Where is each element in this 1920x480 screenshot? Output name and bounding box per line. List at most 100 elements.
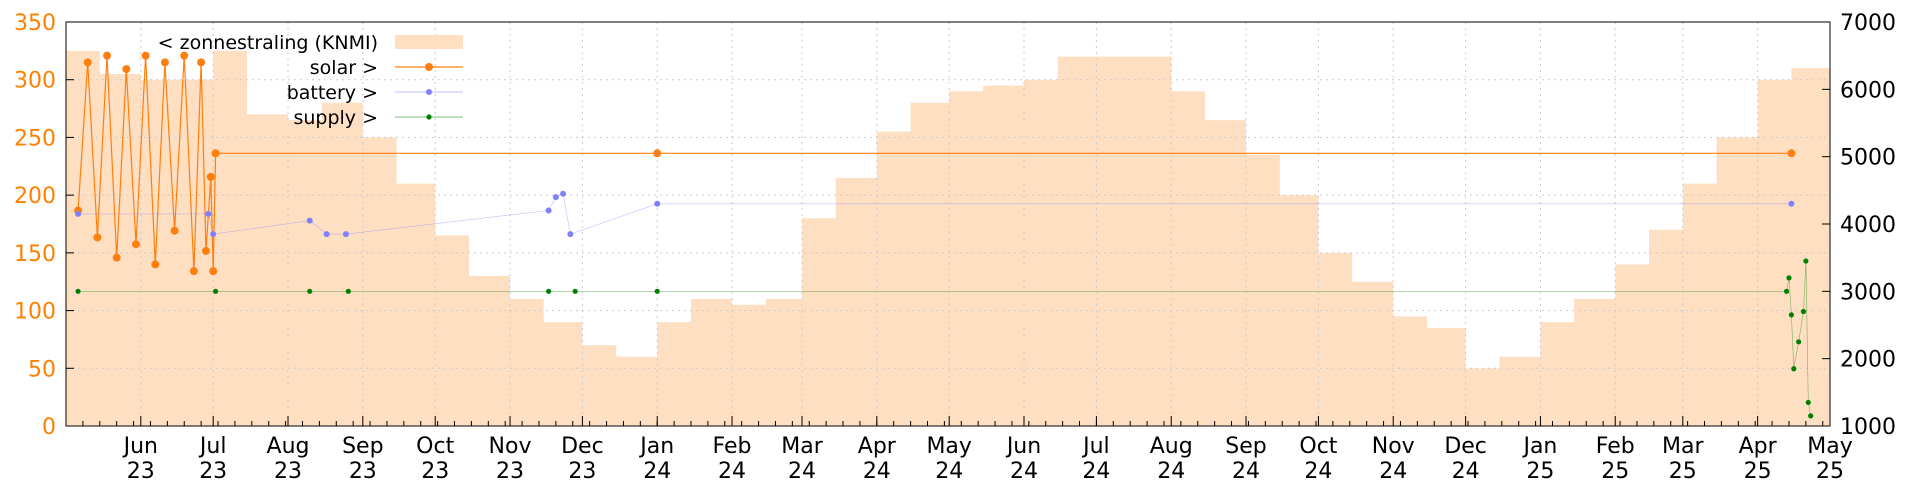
battery-point (210, 231, 217, 238)
y-tick-label-left: 350 (14, 11, 56, 36)
x-tick-label-month: Mar (781, 434, 823, 459)
x-tick-label-year: 24 (788, 459, 816, 480)
y-tick-label-right: 1000 (1840, 415, 1896, 440)
x-tick-label-year: 23 (127, 459, 155, 480)
x-tick-label-year: 23 (349, 459, 377, 480)
battery-point (654, 200, 661, 207)
solar-line (77, 55, 1792, 272)
solar-point (170, 226, 179, 235)
x-tick-label-year: 24 (1082, 459, 1110, 480)
solar-point (160, 58, 169, 67)
solar-point (122, 65, 131, 74)
legend: < zonnestraling (KNMI) solar > battery > su… (158, 32, 463, 129)
x-tick-label-year: 24 (1232, 459, 1260, 480)
x-tick-label-month: Feb (1596, 434, 1635, 459)
sunshine-area (66, 39, 1830, 427)
supply-point (572, 288, 578, 294)
x-tick-label-year: 24 (1010, 459, 1038, 480)
solar-point (653, 149, 662, 158)
x-tick-label-month: Dec (1444, 434, 1487, 459)
supply-point (1800, 308, 1807, 315)
x-tick-label-year: 24 (863, 459, 891, 480)
y-tick-label-left: 300 (14, 69, 56, 94)
battery-point (1788, 200, 1795, 207)
axes-layer: 0 50 100 150 200 250 300 350 1000 2000 3000 4000 500… (14, 11, 1896, 480)
x-tick-label-year: 24 (643, 459, 671, 480)
x-tick-label-month: Mar (1662, 434, 1704, 459)
x-tick-label-month: May (1807, 434, 1852, 459)
x-tick-label-month: Jan (1521, 434, 1557, 459)
x-tick-label-year: 24 (1157, 459, 1185, 480)
legend-label: solar > (310, 57, 378, 79)
x-tick-label-month: Sep (1225, 434, 1266, 459)
solar-point (93, 233, 102, 242)
battery-point (75, 210, 82, 217)
solar-point (103, 51, 112, 60)
battery-point (342, 231, 349, 238)
supply-point (345, 288, 351, 294)
solar-point (209, 267, 218, 276)
x-tick-label-year: 25 (1744, 459, 1772, 480)
x-tick-label-year: 24 (1304, 459, 1332, 480)
x-tick-label-month: Oct (416, 434, 454, 459)
x-tick-label-year: 24 (718, 459, 746, 480)
y-tick-label-left: 150 (14, 242, 56, 267)
supply-point (1808, 413, 1814, 419)
legend-label: battery > (287, 82, 378, 104)
x-tick-label-month: May (926, 434, 971, 459)
x-tick-label-year: 24 (1379, 459, 1407, 480)
x-tick-label-month: Dec (561, 434, 604, 459)
x-tick-label-month: Apr (1739, 434, 1778, 459)
solar-point (112, 253, 121, 262)
y-tick-label-right: 5000 (1840, 146, 1896, 171)
battery-point (567, 231, 574, 238)
solar-point (201, 246, 210, 255)
solar-point (189, 267, 198, 276)
y-tick-label-left: 200 (14, 184, 56, 209)
solar-point (141, 51, 150, 60)
legend-label: < zonnestraling (KNMI) (158, 32, 378, 54)
x-tick-label-month: Jan (638, 434, 674, 459)
solar-point (131, 240, 140, 249)
y-tick-label-left: 0 (42, 415, 56, 440)
supply-point (1805, 399, 1811, 406)
y-tick-label-right: 3000 (1840, 280, 1896, 305)
y-tick-label-left: 100 (14, 300, 56, 325)
supply-point (546, 288, 552, 294)
x-tick-label-year: 23 (199, 459, 227, 480)
x-tick-label-year: 24 (935, 459, 963, 480)
x-tick-label-year: 23 (496, 459, 524, 480)
y-tick-label-right: 6000 (1840, 78, 1896, 103)
battery-line (78, 193, 1792, 235)
supply-point (1803, 258, 1809, 264)
x-tick-label-month: Nov (1372, 434, 1415, 459)
y-tick-label-right: 7000 (1840, 11, 1896, 36)
solar-point (197, 58, 206, 67)
legend-swatch-point (425, 63, 433, 71)
x-tick-label-year: 25 (1816, 459, 1844, 480)
legend-swatch-point (426, 114, 432, 120)
legend-swatch-point (426, 89, 432, 95)
battery-point (205, 210, 212, 217)
x-tick-label-year: 25 (1669, 459, 1697, 480)
battery-point (552, 194, 559, 201)
x-tick-label-year: 24 (1452, 459, 1480, 480)
solar-point (83, 58, 92, 67)
x-tick-label-year: 25 (1526, 459, 1554, 480)
legend-swatch-sun (395, 35, 463, 49)
battery-point (306, 217, 313, 224)
supply-point (654, 288, 660, 294)
battery-point (545, 207, 552, 214)
x-tick-label-month: Jun (122, 434, 158, 459)
x-tick-label-month: Aug (267, 434, 310, 459)
solar-point (1787, 149, 1796, 158)
x-tick-label-year: 23 (421, 459, 449, 480)
x-tick-label-month: Sep (342, 434, 383, 459)
x-tick-label-month: Jun (1005, 434, 1041, 459)
solar-point (206, 172, 215, 181)
x-tick-label-month: Nov (489, 434, 532, 459)
battery-point (323, 231, 330, 238)
supply-point (75, 288, 81, 294)
supply-point (1791, 366, 1797, 372)
